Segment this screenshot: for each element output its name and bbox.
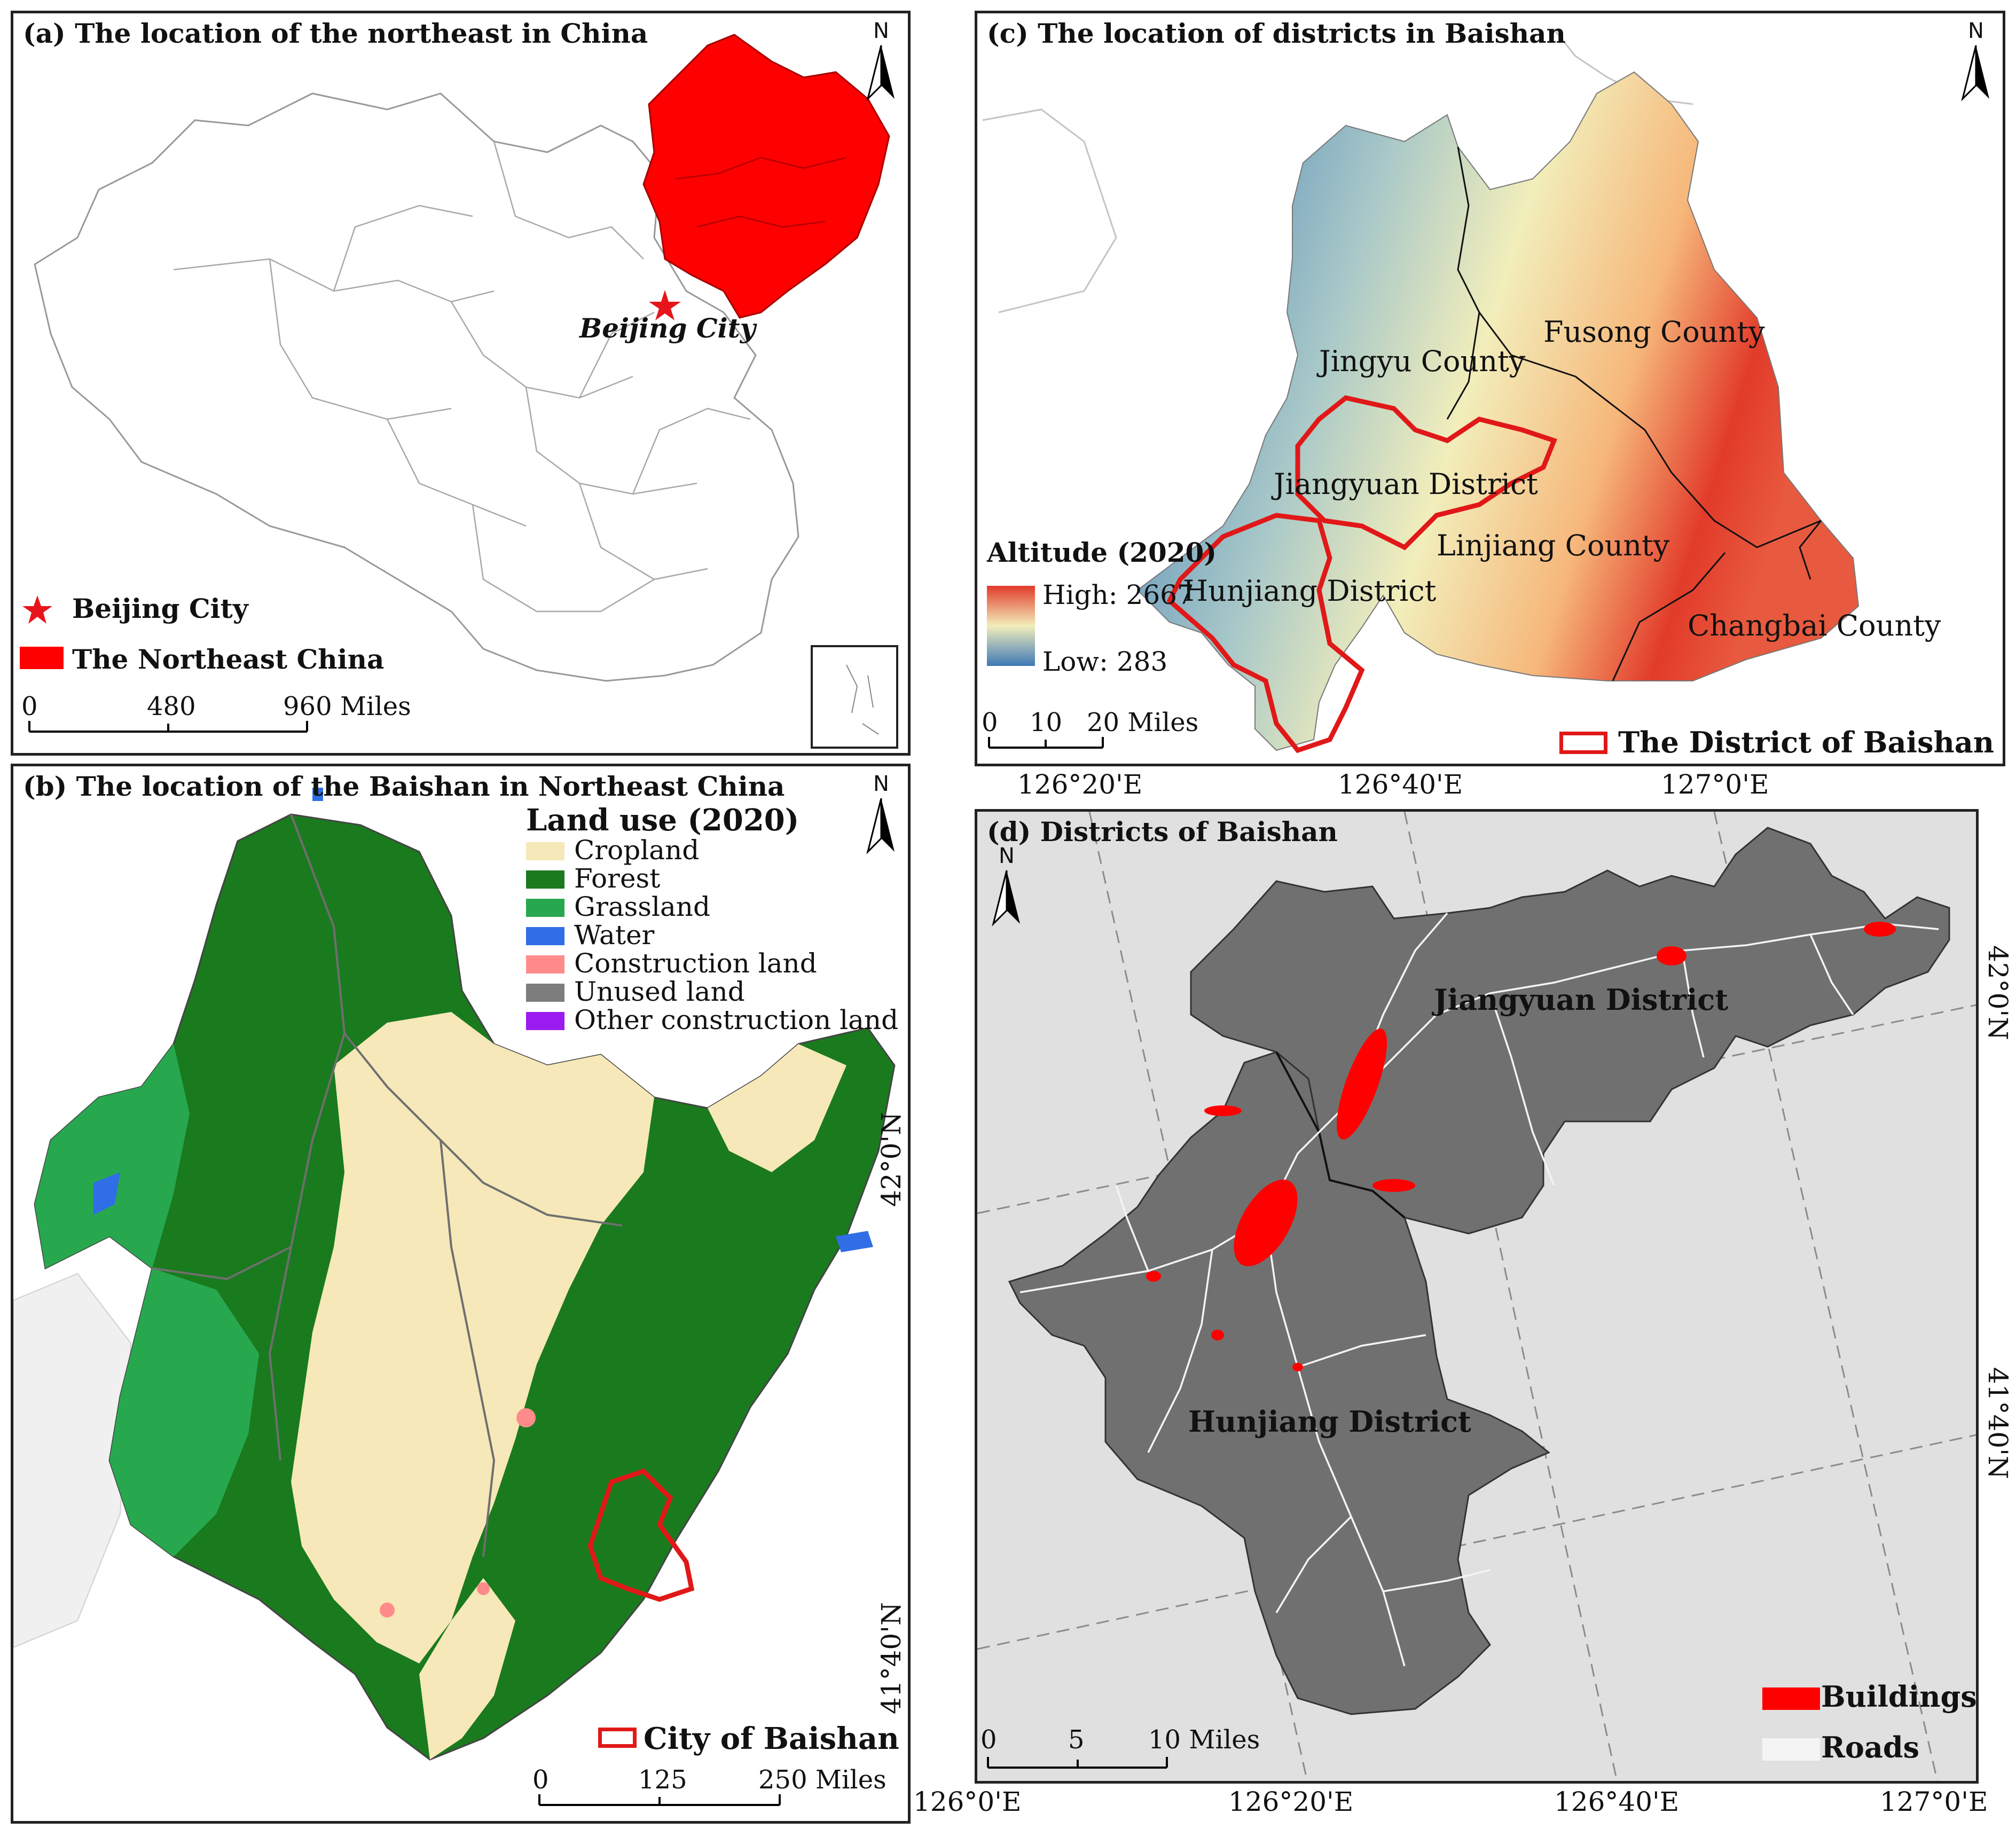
altitude-high: High: 2667 — [1042, 579, 1194, 610]
top-coord-2: 126°40'E — [1338, 769, 1463, 800]
scale-0: 0 — [980, 1725, 997, 1755]
construction-swatch — [526, 955, 564, 974]
label-jiangyuan: Jiangyuan District — [1274, 467, 1538, 501]
label-changbai: Changbai County — [1688, 609, 1941, 642]
panel-b-title: (b) The location of the Baishan in North… — [23, 771, 785, 802]
legend-cropland: Cropland — [574, 835, 700, 866]
north-label: N — [1968, 19, 1984, 43]
baishan-legend-swatch — [598, 1728, 637, 1748]
scale-480: 480 — [147, 692, 196, 721]
jiangyuan-boundary — [1295, 395, 1557, 551]
district-legend-swatch — [1559, 732, 1607, 754]
legend-other-construction: Other construction land — [574, 1004, 899, 1035]
altitude-legend-title: Altitude (2020) — [987, 537, 1217, 568]
north-arrow-icon — [866, 798, 895, 854]
top-coord-3: 127°0'E — [1661, 769, 1769, 800]
scale-960: 960 Miles — [283, 692, 411, 721]
bottom-coord-3: 126°40'E — [1554, 1786, 1680, 1817]
label-jingyu: Jingyu County — [1319, 344, 1526, 378]
panel-a-title: (a) The location of the northeast in Chi… — [23, 18, 648, 49]
scale-10: 10 Miles — [1148, 1725, 1260, 1755]
scale-250: 250 Miles — [758, 1765, 887, 1795]
panel-c: (c) The location of districts in Baishan — [975, 11, 2005, 766]
north-label: N — [999, 844, 1015, 868]
left-coord-1: 42°0'N — [876, 1112, 907, 1207]
north-arrow-icon — [866, 45, 895, 101]
top-coord-1: 126°20'E — [1017, 769, 1143, 800]
forest-swatch — [526, 870, 564, 889]
unused-swatch — [526, 984, 564, 1002]
panel-d: (d) Districts of Baishan — [975, 809, 1979, 1784]
label-jiangyuan-district: Jiangyuan District — [1434, 983, 1729, 1017]
label-fusong: Fusong County — [1543, 315, 1765, 349]
right-coord-1: 42°0'N — [1982, 945, 2013, 1040]
beijing-label: Beijing City — [579, 312, 756, 344]
water-swatch — [526, 927, 564, 945]
hunjiang-district-area — [1008, 1051, 1550, 1715]
panel-c-title: (c) The location of districts in Baishan — [987, 18, 1566, 49]
grassland-swatch — [526, 899, 564, 917]
other-construction-swatch — [526, 1012, 564, 1030]
north-arrow-icon — [992, 870, 1020, 927]
buildings-swatch — [1762, 1687, 1820, 1710]
legend-construction: Construction land — [574, 948, 817, 979]
north-arrow: N — [857, 19, 905, 104]
north-arrow-icon — [1961, 45, 1989, 101]
land-use-map — [13, 788, 896, 1761]
bottom-coord-4: 127°0'E — [1880, 1786, 1988, 1817]
buildings-map — [977, 812, 1976, 1781]
bottom-coord-2: 126°20'E — [1228, 1786, 1354, 1817]
legend-buildings: Buildings — [1821, 1679, 1977, 1714]
label-hunjiang: Hunjiang District — [1183, 574, 1437, 608]
label-linjiang: Linjiang County — [1437, 529, 1670, 562]
scale-0: 0 — [21, 692, 38, 721]
scale-125: 125 — [638, 1765, 687, 1795]
altitude-low: Low: 283 — [1042, 646, 1168, 677]
legend-unused: Unused land — [574, 976, 745, 1007]
land-use-legend-title: Land use (2020) — [526, 803, 799, 838]
scale-0: 0 — [982, 708, 998, 737]
north-arrow: N — [1952, 19, 2000, 104]
legend-baishan: City of Baishan — [644, 1721, 899, 1756]
legend-water: Water — [574, 920, 655, 951]
legend-roads: Roads — [1821, 1730, 1920, 1764]
cropland-swatch — [526, 842, 564, 860]
north-label: N — [873, 19, 889, 43]
right-coord-2: 41°40'N — [1982, 1367, 2013, 1479]
north-arrow: N — [857, 772, 905, 857]
china-map — [34, 34, 898, 749]
scale-0: 0 — [532, 1765, 549, 1795]
legend-grassland: Grassland — [574, 891, 710, 922]
roads-swatch — [1762, 1738, 1820, 1761]
scale-10: 10 — [1030, 708, 1063, 737]
panel-b: (b) The location of the Baishan in North… — [11, 764, 911, 1824]
beijing-star-icon — [649, 290, 681, 320]
legend-district: The District of Baishan City — [1618, 725, 2003, 759]
scale-20: 20 Miles — [1087, 708, 1199, 737]
panel-d-title: (d) Districts of Baishan — [987, 816, 1338, 847]
baishan-boundary — [587, 1468, 695, 1602]
left-coord-2: 41°40'N — [876, 1602, 907, 1714]
north-label: N — [873, 772, 889, 796]
panel-a: (a) The location of the northeast in Chi… — [11, 11, 911, 756]
altitude-map — [982, 29, 1860, 753]
north-arrow: N — [983, 844, 1031, 929]
legend-northeast: The Northeast China — [72, 643, 385, 675]
legend-forest: Forest — [574, 863, 661, 894]
legend-beijing: Beijing City — [72, 593, 248, 624]
scale-5: 5 — [1068, 1725, 1085, 1755]
label-hunjiang-district: Hunjiang District — [1188, 1404, 1471, 1439]
hunjiang-boundary — [1166, 513, 1365, 753]
bottom-coord-1: 126°0'E — [913, 1786, 1022, 1817]
